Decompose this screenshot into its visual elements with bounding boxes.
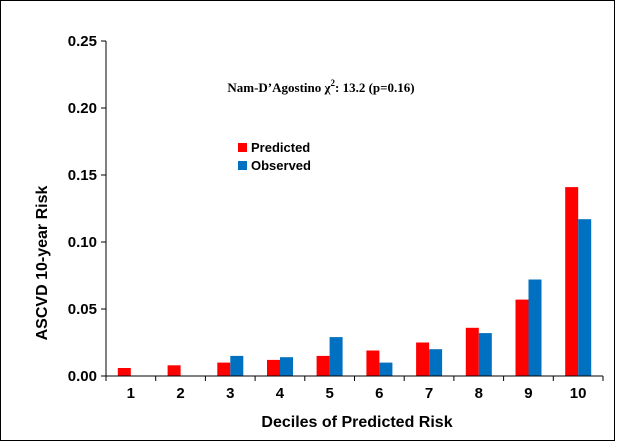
bar-predicted-8: [465, 327, 479, 376]
annotation-suffix: : 13.2 (p=0.16): [335, 80, 415, 95]
y-tick-label: 0.10: [68, 234, 97, 251]
bar-predicted-1: [117, 368, 131, 376]
x-axis-title: Deciles of Predicted Risk: [261, 414, 452, 431]
y-axis-title: ASCVD 10-year Risk: [34, 186, 51, 341]
x-tick-label: 2: [176, 385, 184, 402]
bar-predicted-4: [267, 359, 280, 376]
y-tick-label: 0.05: [68, 301, 97, 318]
x-tick-label: 6: [375, 385, 383, 402]
y-tick-label: 0.20: [68, 100, 97, 117]
bar-predicted-7: [416, 342, 430, 376]
bar-observed-7: [429, 349, 443, 376]
bar-observed-5: [329, 337, 343, 376]
annotation-prefix: Nam-D’Agostino χ: [227, 80, 331, 95]
x-tick-label: 8: [475, 385, 483, 402]
x-tick-label: 1: [127, 385, 135, 402]
bar-predicted-9: [515, 299, 529, 376]
x-tick-label: 7: [425, 385, 433, 402]
legend-label-observed: Observed: [251, 158, 311, 173]
plot-area: 0.00 0.05 0.10 0.15 0.20 0.25 1 2 3 4 5 6 7 8 9 10: [68, 33, 604, 402]
bar-observed-6: [379, 362, 393, 376]
y-tick-label: 0.00: [68, 368, 97, 385]
bar-observed-8: [478, 333, 492, 376]
y-tick-label: 0.15: [68, 167, 97, 184]
legend-swatch-predicted: [238, 143, 247, 152]
bar-predicted-2: [167, 365, 181, 376]
bar-observed-3: [230, 355, 244, 376]
y-tick-label: 0.25: [68, 33, 97, 50]
chart-annotation: Nam-D’Agostino χ2: 13.2 (p=0.16): [227, 78, 414, 95]
annotation-superscript: 2: [331, 78, 336, 88]
x-tick-label: 3: [226, 385, 234, 402]
bar-observed-10: [578, 219, 592, 376]
bar-predicted-5: [316, 355, 330, 376]
bar-predicted-6: [366, 350, 380, 376]
bar-observed-4: [280, 357, 293, 376]
bar-observed-9: [528, 279, 542, 376]
legend-label-predicted: Predicted: [251, 140, 310, 155]
x-tick-label: 5: [325, 385, 333, 402]
x-tick-label: 10: [570, 385, 587, 402]
x-tick-label: 4: [276, 385, 285, 402]
bar-predicted-3: [217, 362, 231, 376]
x-tick-label: 9: [524, 385, 532, 402]
legend-swatch-observed: [238, 161, 247, 170]
bar-predicted-10: [565, 187, 579, 376]
legend: Predicted Observed: [238, 140, 311, 173]
